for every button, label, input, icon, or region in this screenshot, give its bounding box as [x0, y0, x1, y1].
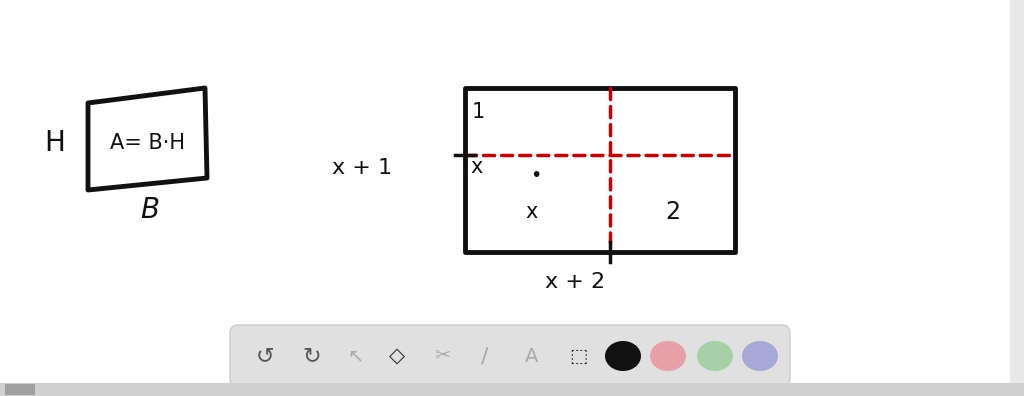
Bar — [1010, 0, 1024, 383]
FancyBboxPatch shape — [230, 325, 790, 387]
Text: x: x — [470, 157, 482, 177]
Text: B: B — [140, 196, 160, 224]
Text: ✂: ✂ — [434, 346, 451, 366]
Bar — [5, 384, 35, 395]
Ellipse shape — [742, 341, 778, 371]
Bar — [0, 383, 1024, 396]
Text: 2: 2 — [665, 200, 680, 224]
Text: ↻: ↻ — [303, 346, 322, 366]
Text: x + 2: x + 2 — [545, 272, 605, 292]
Ellipse shape — [650, 341, 686, 371]
Text: H: H — [45, 129, 66, 157]
Text: ⬚: ⬚ — [568, 346, 587, 366]
Text: x: x — [525, 202, 538, 222]
Text: A= B·H: A= B·H — [111, 133, 185, 153]
Text: ◇: ◇ — [389, 346, 406, 366]
Ellipse shape — [697, 341, 733, 371]
Text: A: A — [525, 346, 539, 366]
Text: /: / — [481, 346, 488, 366]
Text: ↖: ↖ — [347, 346, 364, 366]
Text: ↺: ↺ — [256, 346, 274, 366]
Text: •: • — [530, 166, 542, 185]
Ellipse shape — [605, 341, 641, 371]
Text: x + 1: x + 1 — [332, 158, 392, 178]
Text: 1: 1 — [472, 102, 485, 122]
